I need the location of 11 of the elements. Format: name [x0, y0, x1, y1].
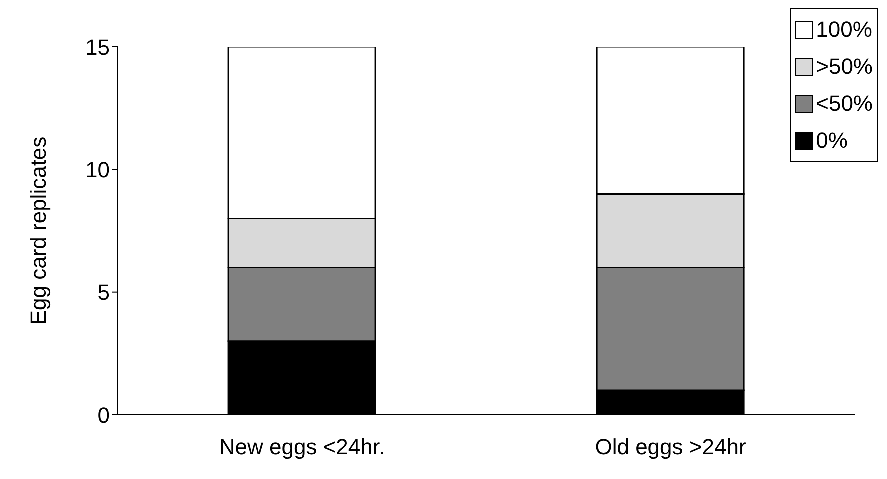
legend-label: <50% — [816, 90, 873, 116]
y-tick-label: 15 — [86, 34, 110, 60]
y-tick-label: 10 — [86, 157, 110, 182]
y-tick-label: 5 — [98, 280, 110, 306]
y-axis-title: Egg card replicates — [26, 136, 51, 326]
legend-label: 100% — [816, 16, 872, 42]
legend-label: 0% — [816, 128, 848, 154]
y-tick-label: 0 — [98, 402, 110, 428]
legend-label: >50% — [816, 54, 873, 80]
x-tick-label: New eggs <24hr. — [219, 434, 386, 460]
x-tick-label: Old eggs >24hr — [595, 434, 746, 460]
